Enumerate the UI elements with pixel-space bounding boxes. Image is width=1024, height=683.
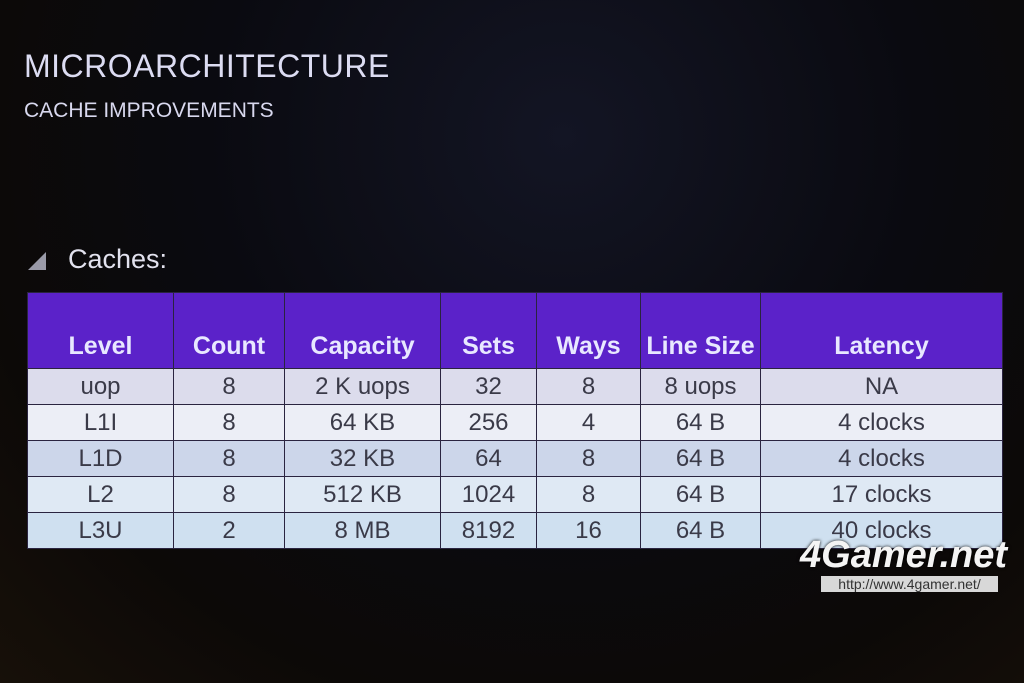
table-cell: 16 [536, 512, 641, 549]
table-cell: 40 clocks [760, 512, 1003, 549]
table-cell: uop [27, 368, 174, 405]
table-row: L2 8 512 KB 1024 8 64 B 17 clocks [27, 476, 1003, 513]
table-cell: NA [760, 368, 1003, 405]
table-cell: 1024 [440, 476, 537, 513]
table-cell: 64 B [640, 476, 761, 513]
table-cell: 8 [536, 440, 641, 477]
table-cell: 8 [173, 476, 285, 513]
cache-table: Level Count Capacity Sets Ways Line Size Laten… [27, 292, 1003, 549]
table-cell: L1I [27, 404, 174, 441]
table-cell: 256 [440, 404, 537, 441]
table-cell: 32 KB [284, 440, 441, 477]
table-cell: 64 B [640, 440, 761, 477]
table-cell: 64 [440, 440, 537, 477]
header-row: Level Count Capacity Sets Ways Line Size Laten… [27, 292, 1003, 369]
column-header: Level [27, 292, 174, 369]
table-cell: 64 KB [284, 404, 441, 441]
table-cell: 8 MB [284, 512, 441, 549]
table-row: L3U 2 8 MB 8192 16 64 B 40 clocks [27, 512, 1003, 549]
table-cell: 64 B [640, 404, 761, 441]
table-cell: L2 [27, 476, 174, 513]
table-cell: 8192 [440, 512, 537, 549]
table-cell: 512 KB [284, 476, 441, 513]
table-cell: 8 [173, 440, 285, 477]
table-cell: 2 [173, 512, 285, 549]
table-cell: 17 clocks [760, 476, 1003, 513]
table-cell: 8 uops [640, 368, 761, 405]
table-cell: 8 [536, 368, 641, 405]
column-header: Capacity [284, 292, 441, 369]
table-cell: L1D [27, 440, 174, 477]
table-cell: 2 K uops [284, 368, 441, 405]
table-cell: 8 [173, 404, 285, 441]
section-label: Caches: [68, 244, 168, 274]
table-cell: 4 clocks [760, 404, 1003, 441]
column-header: Line Size [640, 292, 761, 369]
column-header: Latency [760, 292, 1003, 369]
subtitle: CACHE IMPROVEMENTS [24, 99, 274, 122]
bullet [28, 252, 46, 270]
table-cell: 32 [440, 368, 537, 405]
watermark-logo: 4Gamer.net [800, 534, 1007, 576]
title: MICROARCHITECTURE [24, 48, 390, 84]
table-cell: 64 B [640, 512, 761, 549]
table-cell: L3U [27, 512, 174, 549]
table-cell: 8 [536, 476, 641, 513]
column-header: Ways [536, 292, 641, 369]
column-header: Sets [440, 292, 537, 369]
column-header: Count [173, 292, 285, 369]
table-body: uop 8 2 K uops 32 8 8 uops NA L1I 8 64 KB 256 4 64 B… [27, 368, 1003, 549]
table-cell: 8 [173, 368, 285, 405]
table-row: uop 8 2 K uops 32 8 8 uops NA [27, 368, 1003, 405]
watermark-url: http://www.4gamer.net/ [821, 576, 998, 592]
table-cell: 4 clocks [760, 440, 1003, 477]
table-cell: 4 [536, 404, 641, 441]
